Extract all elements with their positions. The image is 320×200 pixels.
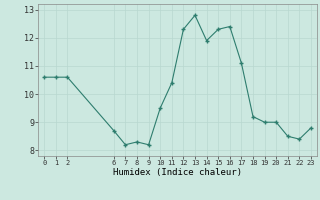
X-axis label: Humidex (Indice chaleur): Humidex (Indice chaleur): [113, 168, 242, 177]
